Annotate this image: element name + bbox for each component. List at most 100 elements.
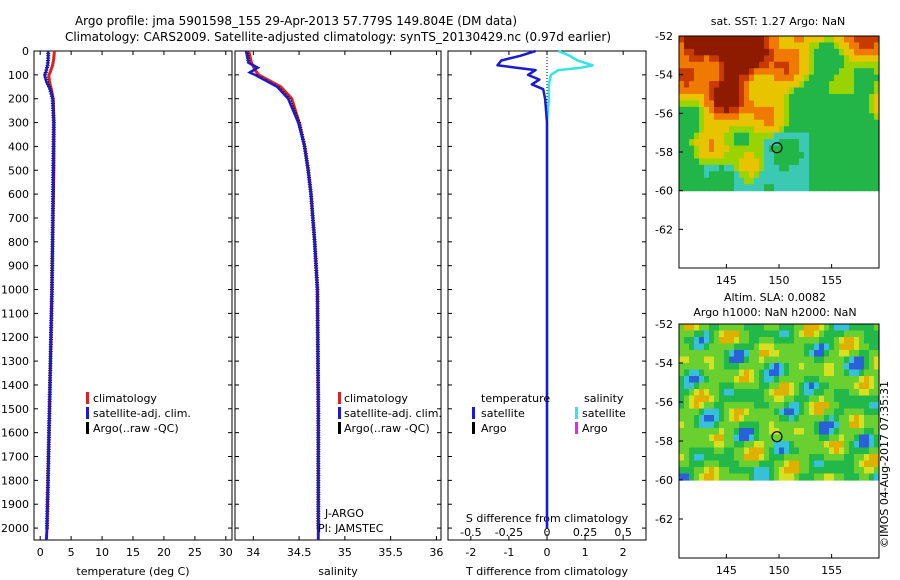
argo-position-marker — [771, 431, 783, 443]
heatmap-cell — [824, 68, 830, 76]
heatmap-cell — [799, 441, 805, 449]
heatmap-cell — [714, 55, 720, 63]
heatmap-cell — [709, 42, 715, 50]
heatmap-cell — [854, 139, 860, 147]
heatmap-cell — [684, 145, 690, 153]
heatmap-cell — [839, 447, 845, 455]
heatmap-cell — [844, 460, 850, 468]
heatmap-cell — [869, 460, 875, 468]
heatmap-cell — [734, 139, 740, 147]
heatmap-cell — [824, 94, 830, 102]
heatmap-cell — [754, 415, 760, 423]
heatmap-cell — [724, 363, 730, 371]
heatmap-cell — [699, 363, 705, 371]
heatmap-cell — [789, 460, 795, 468]
heatmap-cell — [719, 363, 725, 371]
heatmap-cell — [834, 106, 840, 114]
heatmap-cell — [679, 428, 685, 436]
heatmap-cell — [769, 356, 775, 364]
heatmap-cell — [769, 126, 775, 134]
heatmap-cell — [814, 415, 820, 423]
heatmap-cell — [824, 343, 830, 351]
heatmap-cell — [804, 94, 810, 102]
heatmap-cell — [794, 363, 800, 371]
heatmap-cell — [739, 139, 745, 147]
heatmap-cell — [854, 81, 860, 89]
heatmap-cell — [759, 55, 765, 63]
heatmap-cell — [724, 100, 730, 108]
x-tick-label: 10 — [95, 546, 109, 559]
heatmap-cell — [754, 171, 760, 179]
heatmap-cell — [784, 356, 790, 364]
heatmap-cell — [704, 454, 710, 462]
heatmap-cell — [709, 447, 715, 455]
heatmap-cell — [859, 428, 865, 436]
heatmap-cell — [814, 356, 820, 364]
heatmap-cell — [759, 324, 765, 332]
heatmap-cell — [709, 171, 715, 179]
heatmap-cell — [874, 467, 880, 475]
heatmap-cell — [844, 415, 850, 423]
depth-tick-label: 900 — [8, 260, 29, 273]
heatmap-cell — [729, 158, 735, 166]
heatmap-cell — [749, 152, 755, 160]
heatmap-cell — [754, 55, 760, 63]
heatmap-cell — [759, 132, 765, 140]
heatmap-cell — [719, 467, 725, 475]
heatmap-cell — [859, 447, 865, 455]
heatmap-cell — [734, 48, 740, 56]
heatmap-cell — [769, 94, 775, 102]
heatmap-cell — [829, 177, 835, 185]
heatmap-cell — [759, 68, 765, 76]
heatmap-cell — [729, 164, 735, 172]
heatmap-cell — [854, 363, 860, 371]
heatmap-cell — [779, 447, 785, 455]
heatmap-cell — [869, 139, 875, 147]
heatmap-cell — [759, 356, 765, 364]
heatmap-cell — [759, 330, 765, 338]
heatmap-cell — [719, 184, 725, 192]
heatmap-cell — [734, 434, 740, 442]
heatmap-cell — [729, 460, 735, 468]
heatmap-cell — [869, 158, 875, 166]
heatmap-cell — [814, 177, 820, 185]
heatmap-cell — [814, 395, 820, 403]
heatmap-cell — [829, 68, 835, 76]
heatmap-cell — [819, 126, 825, 134]
heatmap-cell — [824, 415, 830, 423]
heatmap-cell — [859, 434, 865, 442]
heatmap-cell — [724, 87, 730, 95]
heatmap-cell — [804, 330, 810, 338]
heatmap-cell — [679, 460, 685, 468]
heatmap-cell — [724, 415, 730, 423]
heatmap-cell — [779, 94, 785, 102]
heatmap-cell — [759, 467, 765, 475]
heatmap-cell — [729, 36, 735, 44]
heatmap-cell — [759, 441, 765, 449]
heatmap-cell — [709, 434, 715, 442]
heatmap-cell — [754, 113, 760, 121]
heatmap-cell — [689, 454, 695, 462]
heatmap-cell — [709, 55, 715, 63]
heatmap-cell — [864, 441, 870, 449]
heatmap-cell — [794, 139, 800, 147]
heatmap-cell — [844, 343, 850, 351]
heatmap-cell — [719, 382, 725, 390]
heatmap-cell — [739, 184, 745, 192]
heatmap-cell — [844, 81, 850, 89]
heatmap-cell — [679, 395, 685, 403]
heatmap-cell — [734, 164, 740, 172]
heatmap-cell — [799, 408, 805, 416]
heatmap-cell — [759, 139, 765, 147]
heatmap-cell — [684, 434, 690, 442]
heatmap-cell — [804, 55, 810, 63]
heatmap-cell — [709, 177, 715, 185]
heatmap-cell — [764, 356, 770, 364]
heatmap-cell — [834, 369, 840, 377]
heatmap-cell — [694, 434, 700, 442]
heatmap-cell — [764, 337, 770, 345]
heatmap-cell — [829, 42, 835, 50]
heatmap-cell — [759, 363, 765, 371]
legend-salinity-header: salinity — [584, 392, 624, 405]
